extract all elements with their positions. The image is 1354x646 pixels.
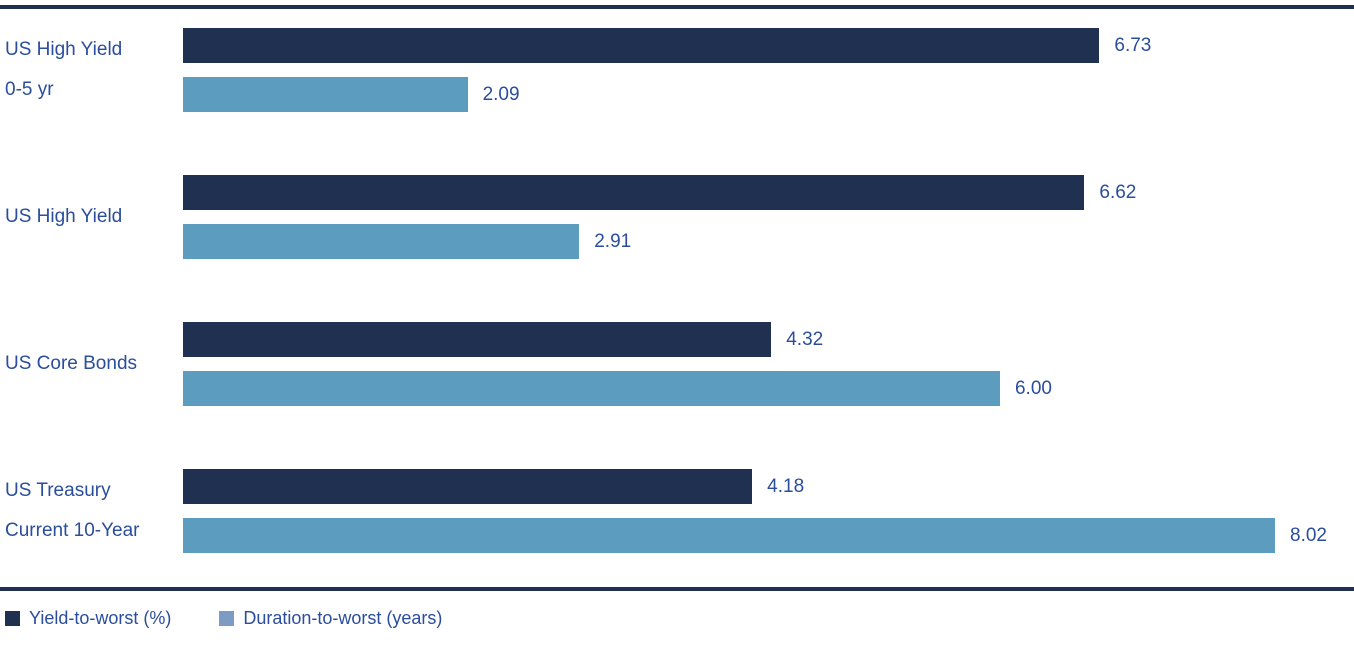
category-label-line: US High Yield bbox=[5, 39, 123, 60]
bar-duration bbox=[183, 518, 1276, 553]
category-label-line: US Core Bonds bbox=[5, 353, 138, 374]
category-label: US Core Bonds bbox=[0, 344, 183, 384]
bar-chart: US High Yield 0-5 yr 6.73 2.09 US High Yield… bbox=[0, 5, 1354, 629]
category-label: US Treasury Current 10-Year bbox=[0, 471, 183, 551]
bar-group: 4.32 6.00 bbox=[183, 322, 1354, 406]
bar-row: 6.00 bbox=[183, 371, 1354, 406]
bar-group: 6.73 2.09 bbox=[183, 28, 1354, 112]
value-label: 6.73 bbox=[1114, 34, 1152, 56]
bar-row: 2.91 bbox=[183, 224, 1354, 259]
bar-row: 4.32 bbox=[183, 322, 1354, 357]
legend: Yield-to-worst (%) Duration-to-worst (yea… bbox=[0, 608, 1354, 629]
bar-row: 8.02 bbox=[183, 518, 1354, 553]
bar-row: 4.18 bbox=[183, 469, 1354, 504]
category-group: US Treasury Current 10-Year 4.18 8.02 bbox=[0, 469, 1354, 553]
bar-yield bbox=[183, 469, 753, 504]
category-label-line: Current 10-Year bbox=[5, 520, 140, 541]
category-label-line: US High Yield bbox=[5, 206, 123, 227]
bar-row: 6.73 bbox=[183, 28, 1354, 63]
category-label: US High Yield 0-5 yr bbox=[0, 30, 183, 110]
category-label-line: 0-5 yr bbox=[5, 79, 54, 100]
value-label: 6.00 bbox=[1014, 377, 1052, 399]
top-rule bbox=[0, 5, 1354, 9]
category-group: US High Yield 6.62 2.91 bbox=[0, 175, 1354, 259]
legend-item: Duration-to-worst (years) bbox=[219, 608, 442, 629]
value-label: 8.02 bbox=[1290, 524, 1327, 546]
bottom-rule bbox=[0, 587, 1354, 591]
value-label: 2.09 bbox=[482, 83, 520, 105]
category-group: US High Yield 0-5 yr 6.73 2.09 bbox=[0, 28, 1354, 112]
bar-row: 6.62 bbox=[183, 175, 1354, 210]
bar-yield bbox=[183, 175, 1085, 210]
bar-yield bbox=[183, 322, 772, 357]
legend-item: Yield-to-worst (%) bbox=[5, 608, 171, 629]
bar-row: 2.09 bbox=[183, 77, 1354, 112]
category-label-line: US Treasury bbox=[5, 480, 111, 501]
value-label: 2.91 bbox=[594, 230, 632, 252]
yield-legend-marker bbox=[5, 611, 20, 626]
value-label: 4.32 bbox=[786, 328, 824, 350]
bar-duration bbox=[183, 77, 468, 112]
legend-label: Duration-to-worst (years) bbox=[243, 608, 443, 628]
legend-label: Yield-to-worst (%) bbox=[29, 608, 172, 628]
category-group: US Core Bonds 4.32 6.00 bbox=[0, 322, 1354, 406]
value-label: 4.18 bbox=[767, 475, 805, 497]
bar-group: 4.18 8.02 bbox=[183, 469, 1354, 553]
value-label: 6.62 bbox=[1099, 181, 1137, 203]
bar-yield bbox=[183, 28, 1100, 63]
plot-area: US High Yield 0-5 yr 6.73 2.09 US High Yield… bbox=[0, 28, 1354, 553]
bar-duration bbox=[183, 371, 1000, 406]
category-label: US High Yield bbox=[0, 197, 183, 237]
duration-legend-marker bbox=[219, 611, 235, 626]
bar-group: 6.62 2.91 bbox=[183, 175, 1354, 259]
bar-duration bbox=[183, 224, 580, 259]
